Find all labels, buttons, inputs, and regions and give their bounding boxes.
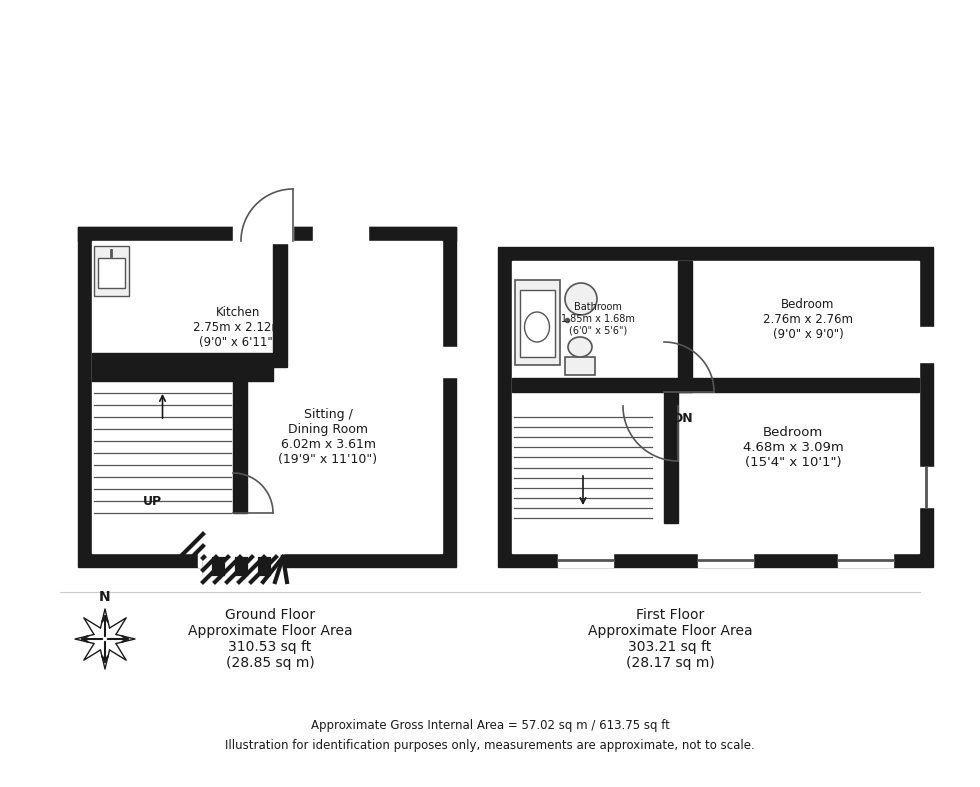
Text: Sitting /
Dining Room
6.02m x 3.61m
(19'9" x 11'10"): Sitting / Dining Room 6.02m x 3.61m (19'… xyxy=(278,408,377,466)
Bar xyxy=(678,261,692,392)
Text: Bedroom
4.68m x 3.09m
(15'4" x 10'1"): Bedroom 4.68m x 3.09m (15'4" x 10'1") xyxy=(743,426,844,468)
Text: Bathroom
1.85m x 1.68m
(6'0" x 5'6"): Bathroom 1.85m x 1.68m (6'0" x 5'6") xyxy=(562,302,635,335)
Bar xyxy=(256,555,272,577)
Bar xyxy=(203,533,283,582)
Bar xyxy=(233,225,293,243)
Bar xyxy=(664,378,919,392)
Bar xyxy=(273,241,287,367)
Bar xyxy=(78,227,456,241)
Bar xyxy=(203,555,278,575)
Text: N: N xyxy=(99,590,111,604)
Ellipse shape xyxy=(524,312,550,342)
Text: Approximate Gross Internal Area = 57.02 sq m / 613.75 sq ft: Approximate Gross Internal Area = 57.02 … xyxy=(311,719,669,731)
Text: First Floor
Approximate Floor Area
303.21 sq ft
(28.17 sq m): First Floor Approximate Floor Area 303.2… xyxy=(588,608,753,671)
Bar xyxy=(442,347,458,377)
Ellipse shape xyxy=(568,337,592,357)
Bar xyxy=(233,381,247,513)
Bar xyxy=(520,290,555,357)
Bar xyxy=(664,392,678,523)
Text: Kitchen
2.75m x 2.12m
(9'0" x 6'11"): Kitchen 2.75m x 2.12m (9'0" x 6'11") xyxy=(193,305,283,349)
Bar xyxy=(92,241,442,553)
Bar xyxy=(313,225,368,243)
Bar xyxy=(565,357,595,375)
Bar xyxy=(558,551,613,567)
Text: UP: UP xyxy=(142,495,162,508)
Bar xyxy=(698,551,753,567)
Bar xyxy=(512,378,664,392)
Bar xyxy=(92,353,273,381)
Bar xyxy=(512,261,919,553)
Bar xyxy=(78,227,456,567)
Text: Ground Floor
Approximate Floor Area
310.53 sq ft
(28.85 sq m): Ground Floor Approximate Floor Area 310.… xyxy=(188,608,353,671)
Bar xyxy=(198,551,283,567)
Bar xyxy=(498,247,933,567)
Bar xyxy=(919,327,935,362)
Bar xyxy=(98,258,125,288)
Text: DN: DN xyxy=(673,412,694,425)
Text: Bedroom
2.76m x 2.76m
(9'0" x 9'0"): Bedroom 2.76m x 2.76m (9'0" x 9'0") xyxy=(763,297,853,341)
Text: Illustration for identification purposes only, measurements are approximate, not: Illustration for identification purposes… xyxy=(225,738,755,752)
Bar xyxy=(233,555,249,577)
Bar xyxy=(210,555,226,577)
Bar xyxy=(919,467,935,507)
Ellipse shape xyxy=(565,283,597,315)
Bar xyxy=(515,280,560,365)
Bar xyxy=(94,246,129,296)
Bar xyxy=(838,551,893,567)
